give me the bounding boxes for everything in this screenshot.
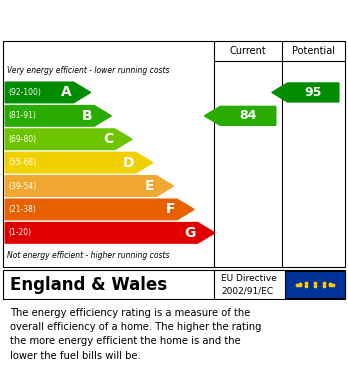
Bar: [285, 271, 345, 298]
Text: England & Wales: England & Wales: [10, 276, 168, 294]
Text: EU Directive
2002/91/EC: EU Directive 2002/91/EC: [221, 274, 277, 295]
Text: The energy efficiency rating is a measure of the
overall efficiency of a home. T: The energy efficiency rating is a measur…: [10, 308, 262, 361]
Text: G: G: [185, 226, 196, 240]
Polygon shape: [5, 82, 90, 103]
Text: (81-91): (81-91): [9, 111, 37, 120]
Text: F: F: [166, 203, 175, 217]
Text: Not energy efficient - higher running costs: Not energy efficient - higher running co…: [7, 251, 169, 260]
Text: 95: 95: [304, 86, 322, 99]
Text: Current: Current: [230, 46, 266, 56]
Text: (39-54): (39-54): [9, 181, 37, 190]
Text: (55-68): (55-68): [9, 158, 37, 167]
Text: (69-80): (69-80): [9, 135, 37, 144]
Text: (1-20): (1-20): [9, 228, 32, 237]
Text: (21-38): (21-38): [9, 205, 37, 214]
Text: A: A: [61, 86, 72, 99]
Text: 84: 84: [239, 109, 256, 122]
Polygon shape: [272, 83, 339, 102]
Polygon shape: [5, 152, 153, 173]
Text: Potential: Potential: [292, 46, 335, 56]
Text: (92-100): (92-100): [9, 88, 41, 97]
Polygon shape: [5, 222, 215, 243]
Polygon shape: [5, 176, 173, 196]
Text: B: B: [82, 109, 93, 123]
Text: E: E: [145, 179, 155, 193]
Text: D: D: [122, 156, 134, 170]
Polygon shape: [5, 129, 132, 149]
Text: Very energy efficient - lower running costs: Very energy efficient - lower running co…: [7, 66, 169, 75]
Polygon shape: [5, 199, 194, 220]
Text: C: C: [103, 132, 113, 146]
Polygon shape: [5, 106, 111, 126]
Polygon shape: [204, 106, 276, 125]
Text: Energy Efficiency Rating: Energy Efficiency Rating: [10, 12, 220, 27]
